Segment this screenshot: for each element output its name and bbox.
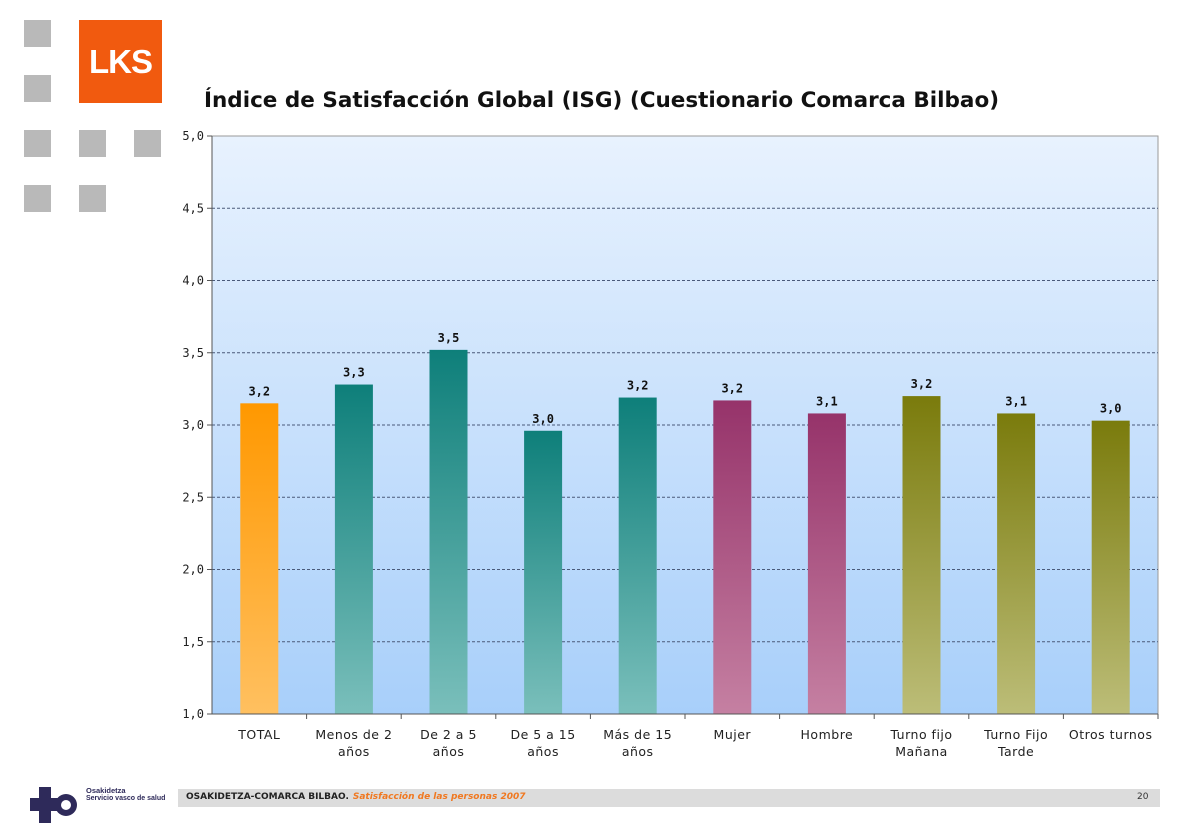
x-tick-label: Menos de 2 (315, 727, 392, 742)
bar-value-label: 3,2 (248, 384, 270, 398)
footer-subtitle: Satisfacción de las personas 2007 (352, 792, 526, 802)
bar (240, 403, 279, 714)
decor-square (24, 185, 51, 212)
bar (524, 430, 563, 714)
x-tick-label: años (433, 744, 465, 759)
axes: 1,0 1,5 2,0 2,5 3,0 3,5 4,0 4,5 5,0 TOTAL Menos de… (182, 129, 1159, 759)
bar (713, 400, 752, 714)
decor-square (134, 130, 161, 157)
decor-square (79, 130, 106, 157)
bar (807, 413, 846, 714)
x-tick-label: De 5 a 15 (510, 727, 575, 742)
bar-value-label: 3,1 (1005, 394, 1027, 408)
bar (902, 396, 941, 714)
y-tick-label: 3,5 (182, 346, 204, 360)
bar (618, 397, 657, 714)
bar-value-label: 3,0 (532, 412, 554, 426)
x-tick-label: años (338, 744, 370, 759)
bar-value-label: 3,5 (438, 331, 460, 345)
x-tick-label: años (622, 744, 654, 759)
decor-square (24, 75, 51, 102)
osakidetza-tagline: Servicio vasco de salud (86, 795, 166, 802)
bar (997, 413, 1036, 714)
y-tick-label: 4,5 (182, 201, 204, 215)
x-tick-label: TOTAL (237, 727, 280, 742)
bar-value-label: 3,2 (721, 381, 743, 395)
page-number: 20 (1137, 792, 1149, 802)
x-tick-label: Mujer (714, 727, 752, 742)
chart-title: Índice de Satisfacción Global (ISG) (Cue… (204, 88, 1000, 113)
decor-square (24, 130, 51, 157)
x-tick-label: Otros turnos (1069, 727, 1153, 742)
y-tick-label: 5,0 (182, 129, 204, 143)
decor-square (79, 185, 106, 212)
bar (429, 349, 468, 714)
y-tick-label: 1,5 (182, 635, 204, 649)
x-tick-label: De 2 a 5 (420, 727, 477, 742)
y-tick-label: 4,0 (182, 274, 204, 288)
x-tick-label: Turno fijo (889, 727, 952, 742)
bars: 3,2 3,3 3,5 3,0 3,2 3,2 3,1 3,2 3,1 3,0 (240, 331, 1130, 714)
bar-value-label: 3,2 (627, 379, 649, 393)
x-tick-label: Hombre (801, 727, 854, 742)
bar (1091, 420, 1130, 714)
bar-value-label: 3,1 (816, 394, 838, 408)
footer-text: OSAKIDETZA-COMARCA BILBAO. Satisfacción d… (186, 792, 526, 802)
footer-org: OSAKIDETZA-COMARCA BILBAO. (186, 792, 349, 802)
bar (334, 384, 373, 714)
x-tick-label: Turno Fijo (983, 727, 1048, 742)
x-tick-label: Más de 15 (603, 727, 672, 742)
y-tick-label: 2,0 (182, 563, 204, 577)
x-tick-label: Tarde (997, 744, 1034, 759)
osakidetza-name: Osakidetza (86, 786, 126, 795)
lks-logo: LKS (79, 20, 162, 103)
y-tick-label: 1,0 (182, 707, 204, 721)
x-tick-label: Mañana (895, 744, 948, 759)
bar-value-label: 3,3 (343, 366, 365, 380)
bar-chart: 3,2 3,3 3,5 3,0 3,2 3,2 3,1 3,2 3,1 3,0 1,0 1,5 2,0… (182, 129, 1159, 759)
decor-square (24, 20, 51, 47)
x-tick-label: años (527, 744, 559, 759)
osakidetza-logo-icon (30, 787, 77, 823)
bar-value-label: 3,2 (911, 377, 933, 391)
footer-bar (178, 789, 1160, 807)
bar-value-label: 3,0 (1100, 402, 1122, 416)
y-tick-label: 3,0 (182, 418, 204, 432)
y-tick-label: 2,5 (182, 490, 204, 504)
